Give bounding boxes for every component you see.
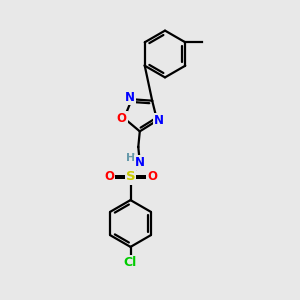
Text: H: H [126,153,135,163]
Text: N: N [125,91,135,104]
Text: N: N [135,156,145,169]
Text: N: N [154,114,164,127]
Text: O: O [104,170,114,184]
Text: S: S [126,170,135,184]
Text: O: O [117,112,127,125]
Text: Cl: Cl [124,256,137,269]
Text: O: O [147,170,157,184]
